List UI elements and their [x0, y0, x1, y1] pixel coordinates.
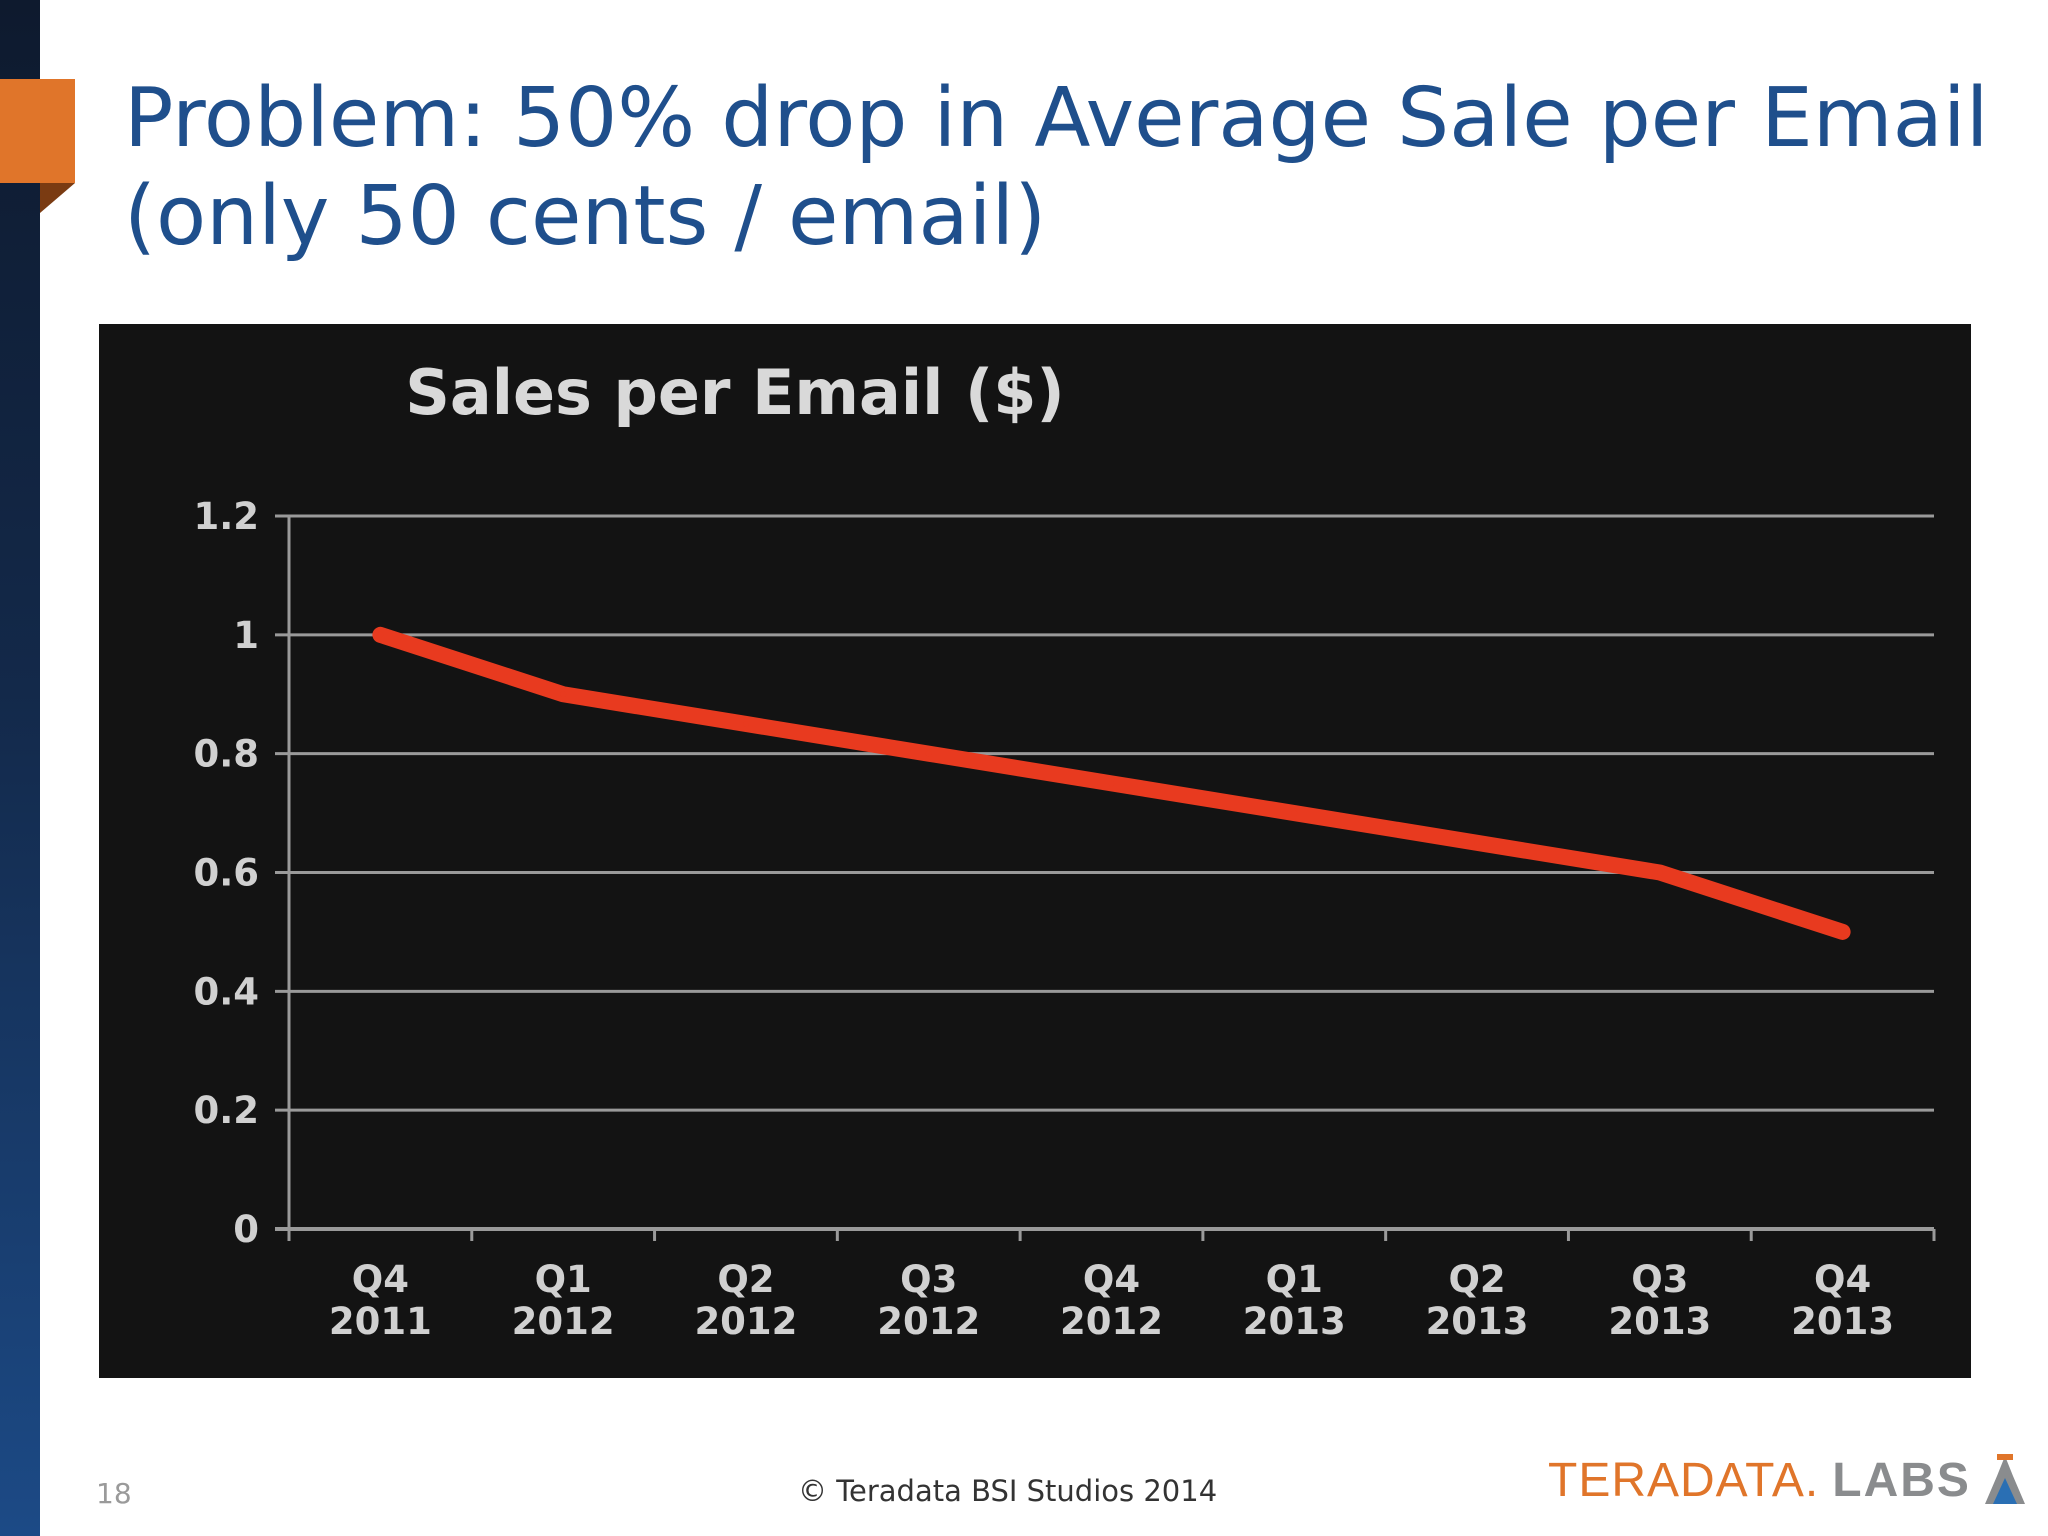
- accent-fold-shadow: [40, 183, 75, 213]
- x-tick-label: 2013: [1243, 1300, 1346, 1343]
- logo-labs-text: LABS: [1832, 1453, 1971, 1507]
- data-point: [1656, 869, 1663, 876]
- copyright-notice: © Teradata BSI Studios 2014: [798, 1474, 1218, 1508]
- data-point: [560, 691, 567, 698]
- x-tick-label: Q2: [717, 1258, 774, 1301]
- y-tick-label: 0: [233, 1208, 259, 1251]
- x-tick-label: 2011: [329, 1300, 432, 1343]
- data-point: [925, 750, 932, 757]
- x-tick-label: Q3: [1631, 1258, 1688, 1301]
- axes: [275, 516, 1936, 1241]
- y-axis-ticks: 0 0.2 0.4 0.6 0.8 1 1.2: [193, 495, 259, 1251]
- series-layer: [372, 626, 1851, 940]
- y-tick-label: 0.2: [193, 1089, 259, 1132]
- logo-dot: .: [1804, 1453, 1819, 1507]
- slide-title-line-2: (only 50 cents / email): [124, 169, 1047, 264]
- x-tick-label: Q1: [535, 1258, 592, 1301]
- x-tick-label: 2013: [1426, 1300, 1529, 1343]
- data-point: [1839, 928, 1846, 935]
- x-tick-label: Q1: [1266, 1258, 1323, 1301]
- x-tick-label: 2013: [1608, 1300, 1711, 1343]
- x-tick-label: Q3: [900, 1258, 957, 1301]
- y-tick-label: 0.4: [193, 970, 259, 1013]
- x-tick-label: Q2: [1448, 1258, 1505, 1301]
- gridlines: [275, 514, 1934, 1112]
- y-tick-label: 1.2: [193, 495, 259, 538]
- data-point: [1474, 839, 1481, 846]
- line-chart: Sales per Email ($) 0 0.2 0.4 0.6 0.8 1 1.2 Q4…: [193, 356, 1936, 1343]
- teradata-labs-logo: TERADATA. LABS: [1548, 1450, 2033, 1510]
- data-point: [1291, 810, 1298, 817]
- y-tick-label: 1: [233, 614, 259, 657]
- data-point: [1108, 780, 1115, 787]
- data-point: [742, 720, 749, 727]
- x-tick-label: Q4: [1814, 1258, 1871, 1301]
- left-sidebar-stripe: [0, 0, 40, 1536]
- x-tick-label: 2012: [512, 1300, 615, 1343]
- x-tick-label: 2012: [877, 1300, 980, 1343]
- page-number: 18: [96, 1477, 132, 1510]
- x-axis-ticks: Q42011Q12012Q22012Q32012Q42012Q12013Q220…: [329, 1258, 1894, 1343]
- y-tick-label: 0.8: [193, 733, 259, 776]
- chart-panel: Sales per Email ($) 0 0.2 0.4 0.6 0.8 1 1.2 Q4…: [99, 324, 1971, 1378]
- slide-title-line-1: Problem: 50% drop in Average Sale per Em…: [124, 71, 1989, 166]
- orange-accent-block: [0, 79, 75, 183]
- x-tick-label: 2013: [1791, 1300, 1894, 1343]
- y-tick-label: 0.6: [193, 852, 259, 895]
- x-tick-label: Q4: [352, 1258, 409, 1301]
- data-point: [377, 631, 384, 638]
- slide-title: Problem: 50% drop in Average Sale per Em…: [124, 70, 2024, 266]
- logo-brand-text: TERADATA: [1548, 1453, 1805, 1507]
- x-tick-label: 2012: [694, 1300, 797, 1343]
- x-tick-label: Q4: [1083, 1258, 1140, 1301]
- labs-flask-icon: [1984, 1454, 2025, 1504]
- x-tick-label: 2012: [1060, 1300, 1163, 1343]
- chart-title: Sales per Email ($): [405, 356, 1065, 429]
